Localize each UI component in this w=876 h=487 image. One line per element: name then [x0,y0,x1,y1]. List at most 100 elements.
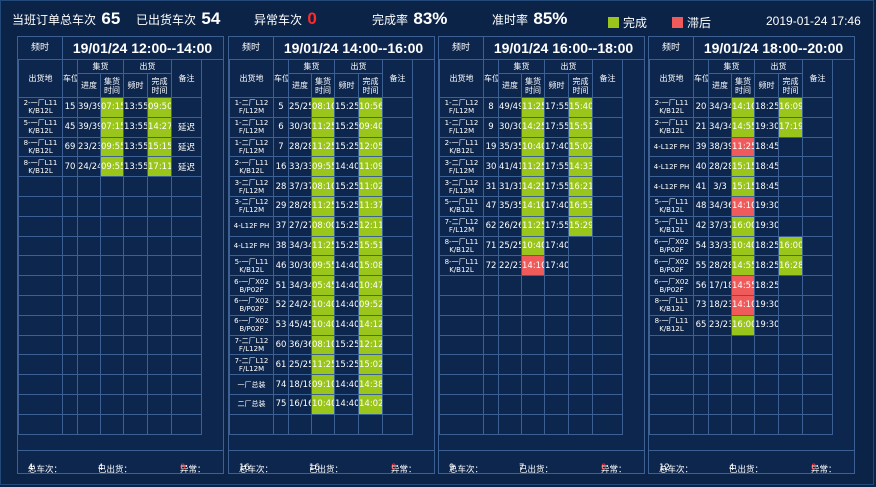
cell-bay: 21 [693,116,709,138]
cell-empty [802,413,833,435]
cell-plan-time: 14:40 [334,374,359,395]
cell-remark [382,235,413,257]
cell-destination: 6-一厂X02 B/P02F [229,275,274,296]
legend-done-label: 完成 [623,16,648,30]
cell-collect-time: 14:55 [731,255,755,277]
table-row: 1-二厂L12 F/L12M 6 30/30 11:25 15:25 09:40 [229,116,434,138]
cell-destination: 2-一厂L11 K/B12L [18,97,63,118]
table-row [439,275,644,296]
cell-done-time: 09:40 [358,116,383,138]
cell-done-time: 15:02 [568,136,593,158]
col-header-dest: 出货地 [439,59,484,98]
cell-empty [171,275,202,296]
cell-empty [382,413,413,435]
cell-done-time: 14:27 [147,116,172,138]
cell-empty [483,354,499,376]
cell-empty [544,294,569,316]
cell-progress: 34/36 [708,195,732,217]
table-row: 7-二厂L12 F/L12M 60 36/36 08:10 15:25 12:12 [229,334,434,356]
cell-collect-time: 14:10 [731,97,755,118]
cell-empty [147,314,172,336]
table-row: 4-L12F PH 41 3/3 15:15 18:45 [649,176,854,197]
cell-destination: 5-一厂L11 K/B12L [439,195,484,217]
footer-abnormal-value: 0 [391,463,397,473]
col-header-done-time: 完成时间 [778,73,803,98]
cell-empty [147,215,172,237]
completion-rate: 完成率 83% [372,9,447,29]
cell-empty [171,235,202,257]
cell-done-time: 10:56 [358,97,383,118]
cell-empty [483,294,499,316]
cell-empty [731,374,755,395]
cell-empty [498,334,522,356]
cell-remark [382,393,413,415]
cell-empty [649,413,694,435]
table-row [18,176,223,197]
cell-empty [171,354,202,376]
table-header-row: 出货地 车位 集货 出货 备注 [18,59,223,98]
cell-empty [568,354,593,376]
cell-empty [18,294,63,316]
table-row [439,334,644,356]
cell-empty [123,334,148,356]
cell-remark [802,156,833,178]
cell-empty [521,314,545,336]
cell-remark [382,374,413,395]
cell-done-time: 16:53 [568,195,593,217]
cell-empty [147,195,172,217]
cell-progress: 17/18 [708,275,732,296]
cell-bay: 54 [693,235,709,257]
col-header-plan: 频时 [544,73,569,98]
col-header-ship: 出货 [334,59,383,74]
cell-empty [123,354,148,376]
cell-empty [77,354,101,376]
cell-empty [731,413,755,435]
table-row [229,413,434,435]
table-row: 5-一厂L11 K/B12L 47 35/35 14:10 17:40 16:53 [439,195,644,217]
cell-empty [77,374,101,395]
cell-destination: 4-L12F PH [649,156,694,178]
cell-empty [802,374,833,395]
cell-empty [568,275,593,296]
cell-remark [382,314,413,336]
cell-done-time [778,156,803,178]
cell-bay: 48 [693,195,709,217]
cell-done-time: 14:33 [568,156,593,178]
cell-empty [123,235,148,257]
table-row: 二厂总装 75 16/16 10:40 14:40 14:02 [229,393,434,415]
shipment-table: 出货地 车位 集货 出货 备注 进度 集货时间 频时 完成时间 2-一厂L11 K/B12L 20 3… [649,59,854,435]
cell-empty [483,413,499,435]
cell-collect-time: 14:10 [521,255,545,277]
cell-destination: 1-二厂L12 F/L12M [439,116,484,138]
footer-shipped-label: 已出货： [98,465,133,475]
cell-destination: 2-一厂L11 K/B12L [649,116,694,138]
cell-collect-time: 08:00 [311,215,335,237]
cell-empty [568,374,593,395]
cell-empty [100,195,124,217]
table-row: 6-一厂X02 B/P02F 55 28/28 14:55 18:25 16:28 [649,255,854,277]
shipment-table: 出货地 车位 集货 出货 备注 进度 集货时间 频时 完成时间 2-一厂L11 K/B12L 15 3… [18,59,223,435]
cell-bay: 46 [273,255,289,277]
cell-empty [77,314,101,336]
cell-progress: 16/16 [288,393,312,415]
cell-destination: 7-二厂L12 F/L12M [229,334,274,356]
panel-header: 频时 19/01/24 18:00--20:00 [649,37,854,60]
panel-header: 频时 19/01/24 16:00--18:00 [439,37,644,60]
table-row: 1-二厂L12 F/L12M 5 25/25 08:10 15:25 10:56 [229,97,434,118]
cell-done-time: 15:08 [358,255,383,277]
table-row: 4-L12F PH 40 28/28 15:15 18:45 [649,156,854,178]
cell-plan-time: 19:30 [754,294,779,316]
table-header-row: 出货地 车位 集货 出货 备注 [439,59,644,98]
cell-plan-time: 18:45 [754,156,779,178]
cell-progress: 28/28 [708,255,732,277]
cell-plan-time: 18:25 [754,235,779,257]
cell-progress: 24/24 [288,294,312,316]
cell-done-time: 10:47 [358,275,383,296]
cell-bay: 15 [62,97,78,118]
table-row [439,294,644,316]
table-row [18,334,223,356]
current-datetime: 2019-01-24 17:46 [766,14,861,28]
cell-progress: 36/36 [288,334,312,356]
cell-remark [382,195,413,217]
legend-done: 完成 [608,14,647,31]
